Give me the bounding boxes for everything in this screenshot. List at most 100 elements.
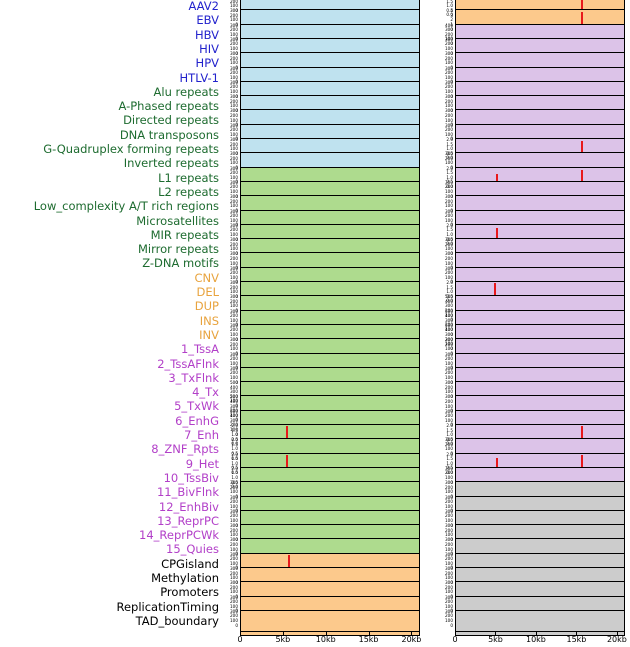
- y-axis-ticks-right: 2.01.51.00.50.0: [446, 0, 453, 18]
- data-spike: [580, 454, 583, 478]
- axis-tick-label: 10kb: [525, 635, 546, 645]
- y-axis-ticks-right: 300 200 100 0: [445, 79, 453, 99]
- y-axis-ticks-left: 2.0 1.5 1.0 0.5 0.0: [231, 451, 238, 475]
- track-label: TAD_boundary: [135, 613, 219, 628]
- track-label: 2_TssAFlnk: [157, 356, 219, 371]
- y-axis-ticks-right: 300 200 100 0: [445, 265, 453, 285]
- track-label: INV: [199, 327, 219, 342]
- y-axis-ticks-right: 300 200 100 0: [445, 208, 453, 228]
- axis-tick-label: 20kb: [401, 635, 422, 645]
- axis-tick-label: 15kb: [358, 635, 379, 645]
- axis-tick-label: 5kb: [488, 635, 503, 645]
- y-axis-ticks-right: 300 200 100 0: [445, 523, 453, 542]
- track-label: MIR repeats: [150, 227, 219, 242]
- data-spike: [288, 554, 291, 578]
- y-axis-ticks-right: 300 200 100 0: [445, 151, 453, 171]
- chart-figure: AAV230020010002.01.51.00.50.0EBV30020010…: [33, 0, 627, 644]
- y-axis-ticks-right: 300 200 100 0: [445, 537, 453, 557]
- track-label: L2 repeats: [158, 184, 219, 199]
- y-axis-ticks-right: 300 200 100 0: [445, 179, 453, 199]
- track-label: HTLV-1: [179, 70, 219, 85]
- data-spike: [580, 141, 583, 163]
- axis-tick-label: 0: [237, 635, 243, 645]
- data-spike: [285, 454, 288, 478]
- track-label: DNA transposons: [119, 127, 219, 142]
- y-axis-ticks-right: 400 300 200 100 0: [445, 22, 453, 46]
- track-label: 12_EnhBiv: [158, 499, 219, 514]
- y-axis-ticks-left: 500 400 300 200 100 0: [230, 394, 238, 423]
- y-axis-ticks-right: 300 200 100 0: [445, 580, 453, 600]
- track-label: 6_EnhG: [175, 413, 219, 428]
- axis-tick-label: 15kb: [566, 635, 587, 645]
- track-label: HBV: [194, 27, 219, 42]
- y-axis-ticks-right: 300 200 100 0: [445, 36, 453, 56]
- track-label: EBV: [196, 13, 219, 28]
- x-axis-left: 0 5kb 10kb 15kb 20kb: [237, 631, 422, 647]
- y-axis-ticks-right: 300 200 100 0: [445, 108, 453, 128]
- track-label: HPV: [195, 56, 219, 71]
- track-label: 7_Enh: [184, 428, 219, 442]
- y-axis-ticks-right: 300 200 100 0: [445, 194, 453, 213]
- axis-line: [240, 631, 420, 633]
- data-spike: [580, 170, 583, 192]
- y-axis-ticks-right: 300 200 100 0: [445, 608, 453, 628]
- track-label: 3_TxFlnk: [168, 370, 219, 385]
- y-axis-ticks-right: 300 200 100 0: [445, 337, 453, 356]
- data-spike: [494, 283, 497, 306]
- y-axis-ticks-left: 2.0 1.5 1.0 0.5 0.0: [231, 465, 238, 490]
- track-label: HIV: [199, 41, 219, 56]
- track-label: 4_Tx: [192, 385, 219, 400]
- data-spike: [581, 11, 584, 35]
- track-label: Alu repeats: [153, 84, 219, 99]
- y-axis-ticks-right: 300 200 100 0: [445, 51, 453, 70]
- track-label: Low_complexity A/T rich regions: [33, 199, 219, 214]
- y-axis-ticks-right: 300 200 100 0: [445, 480, 453, 499]
- y-axis-ticks-left: 500 400 300 200 100 0: [230, 408, 238, 437]
- track-label: Mirror repeats: [137, 242, 219, 257]
- y-axis-ticks-right: 300 200 100 0: [445, 251, 453, 271]
- track-label: 5_TxWk: [174, 399, 219, 414]
- track-label: 1_TssA: [180, 342, 219, 357]
- data-spike: [285, 426, 288, 449]
- track-label: 9_Het: [185, 456, 219, 471]
- axis-tick-label: 20kb: [606, 635, 627, 645]
- track-label: AAV2: [188, 0, 219, 13]
- track-label: 14_ReprPCWk: [139, 528, 219, 543]
- data-spike: [580, 426, 583, 449]
- track-label: Methylation: [151, 571, 219, 585]
- y-axis-ticks-right: 300 200 100 0: [445, 237, 453, 256]
- y-axis-ticks-right: 300 200 100 0: [445, 408, 453, 428]
- y-axis-ticks-right: 300 200 100 0: [445, 594, 453, 614]
- y-axis-ticks-right: 300 200 100 0: [445, 365, 453, 385]
- track-label: 8_ZNF_Rpts: [151, 442, 219, 457]
- y-axis-ticks-right: 300 200 100 0: [445, 394, 453, 414]
